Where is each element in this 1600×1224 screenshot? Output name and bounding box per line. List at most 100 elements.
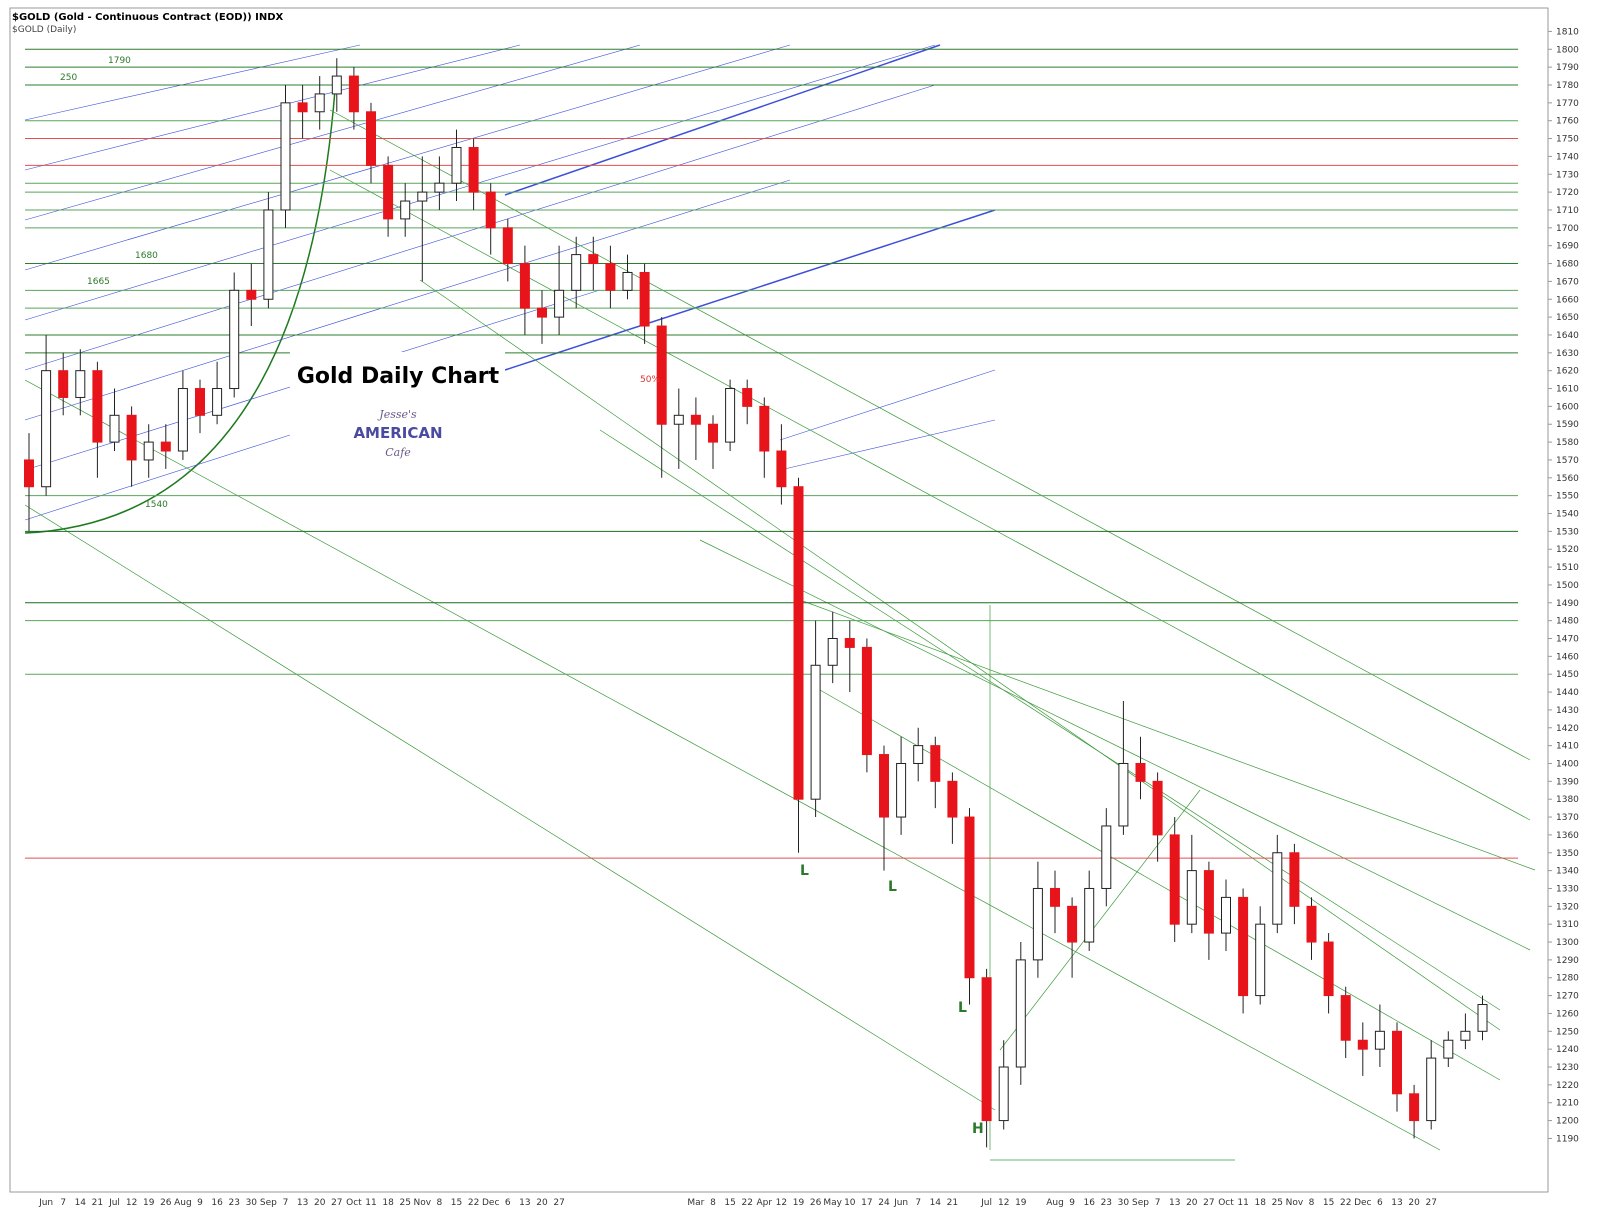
x-tick-label: 7 — [1155, 1198, 1161, 1208]
x-tick-label: Sep — [260, 1198, 277, 1208]
candle-body — [160, 441, 171, 452]
x-tick-label: 23 — [1101, 1198, 1112, 1208]
candle-body — [485, 191, 496, 229]
candle-body — [177, 388, 188, 452]
candle-body — [998, 1066, 1009, 1122]
x-tick-label: 22 — [468, 1198, 479, 1208]
candle-body — [502, 227, 513, 265]
x-tick-label: 14 — [930, 1198, 942, 1208]
chart-annotation: Gold Daily Chart — [297, 364, 500, 389]
candle-body — [366, 111, 376, 166]
y-tick-label: 1640 — [1556, 331, 1579, 341]
candle-body — [793, 486, 804, 800]
y-tick-label: 1730 — [1556, 170, 1579, 180]
x-tick-label: 19 — [793, 1198, 805, 1208]
candle-body — [24, 459, 34, 488]
y-tick-label: 1590 — [1556, 420, 1579, 430]
x-tick-label: 16 — [1083, 1198, 1095, 1208]
y-tick-label: 1440 — [1556, 688, 1579, 698]
x-tick-label: 20 — [314, 1198, 326, 1208]
candle-body — [1169, 834, 1180, 925]
candle-body — [1221, 896, 1231, 934]
y-tick-label: 1260 — [1556, 1009, 1579, 1019]
x-tick-label: 25 — [1272, 1198, 1283, 1208]
candle-body — [331, 75, 342, 95]
y-tick-label: 1600 — [1556, 402, 1579, 412]
x-tick-label: 6 — [1377, 1198, 1383, 1208]
candle-body — [1374, 1030, 1385, 1050]
x-tick-label: Jun — [38, 1198, 53, 1208]
y-tick-label: 1230 — [1556, 1063, 1579, 1073]
y-tick-label: 1690 — [1556, 242, 1579, 252]
candle-body — [1409, 1093, 1420, 1122]
y-tick-label: 1680 — [1556, 260, 1579, 270]
x-tick-label: Jul — [108, 1198, 120, 1208]
candle-body — [195, 388, 205, 416]
y-tick-label: 1430 — [1556, 706, 1579, 716]
candle-body — [554, 289, 565, 318]
candle-body — [1135, 762, 1146, 782]
x-tick-label: 30 — [246, 1198, 258, 1208]
candle-body — [280, 102, 291, 211]
x-tick-label: 9 — [1069, 1198, 1075, 1208]
y-tick-label: 1720 — [1556, 188, 1579, 198]
y-tick-label: 1500 — [1556, 581, 1579, 591]
y-tick-label: 1200 — [1556, 1117, 1579, 1127]
candle-body — [725, 388, 736, 443]
x-tick-label: 12 — [126, 1198, 137, 1208]
candle-body — [1340, 995, 1351, 1041]
x-tick-label: 23 — [228, 1198, 239, 1208]
y-tick-label: 1300 — [1556, 938, 1579, 948]
candle-body — [126, 414, 137, 461]
chart-title: $GOLD (Gold - Continuous Contract (EOD))… — [12, 12, 284, 23]
x-tick-label: 30 — [1118, 1198, 1130, 1208]
candle-body — [571, 254, 582, 291]
y-tick-label: 1520 — [1556, 545, 1579, 555]
x-tick-label: 21 — [947, 1198, 958, 1208]
candle-body — [844, 637, 855, 648]
candle-body — [58, 370, 69, 398]
x-tick-label: 27 — [553, 1198, 564, 1208]
y-tick-label: 1450 — [1556, 670, 1579, 680]
candle-body — [1392, 1030, 1402, 1095]
candle-body — [1050, 887, 1060, 907]
candle-body — [656, 325, 667, 425]
x-tick-label: 27 — [1425, 1198, 1436, 1208]
candle-body — [1477, 1004, 1488, 1032]
candle-body — [468, 146, 479, 193]
y-tick-label: 1400 — [1556, 759, 1579, 769]
chart-subtitle: $GOLD (Daily) — [12, 25, 76, 35]
green-fan — [24, 109, 1536, 1161]
candle-body — [1255, 923, 1266, 997]
candle-body — [673, 414, 684, 425]
y-tick-label: 1290 — [1556, 956, 1579, 966]
x-tick-label: Jul — [980, 1198, 992, 1208]
y-tick-label: 1480 — [1556, 617, 1579, 627]
logo-line: AMERICAN — [353, 424, 442, 442]
x-tick-label: 21 — [92, 1198, 103, 1208]
y-tick-label: 1490 — [1556, 599, 1579, 609]
candle-body — [622, 271, 633, 291]
x-tick-label: Nov — [1286, 1198, 1304, 1208]
x-tick-label: Apr — [757, 1198, 773, 1208]
y-tick-label: 1510 — [1556, 563, 1579, 573]
x-tick-label: Dec — [1354, 1198, 1371, 1208]
x-tick-label: Oct — [346, 1198, 362, 1208]
x-tick-label: 13 — [1391, 1198, 1402, 1208]
x-tick-label: 8 — [710, 1198, 716, 1208]
candle-body — [297, 102, 308, 113]
annotation: L — [958, 1000, 967, 1016]
candle-body — [588, 254, 599, 265]
y-tick-label: 1650 — [1556, 313, 1579, 323]
y-tick-label: 1550 — [1556, 492, 1579, 502]
candle-body — [810, 664, 821, 800]
candle-body — [519, 263, 530, 309]
annotation: L — [888, 879, 897, 895]
y-tick-label: 1540 — [1556, 510, 1579, 520]
candle-body — [314, 93, 325, 113]
y-tick-label: 1780 — [1556, 81, 1579, 91]
candle-body — [947, 780, 958, 818]
candle-body — [776, 450, 787, 488]
candle-body — [759, 405, 770, 452]
